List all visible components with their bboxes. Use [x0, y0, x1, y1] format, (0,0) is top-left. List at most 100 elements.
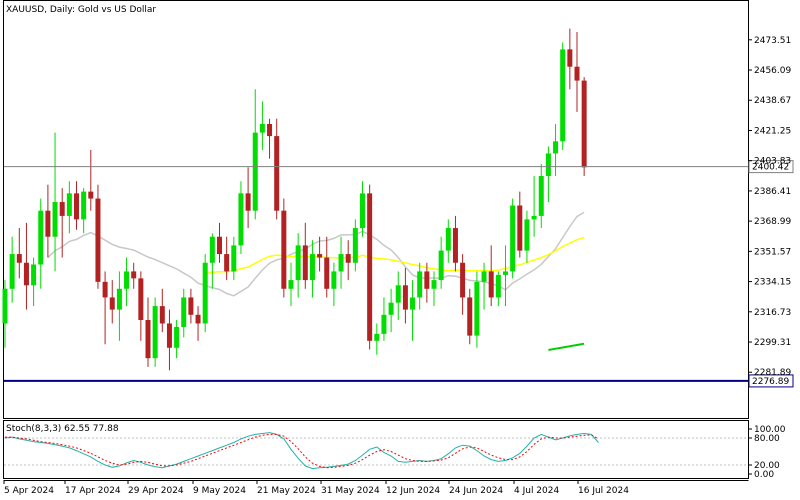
candle-body-34 — [245, 193, 251, 211]
candle-body-21 — [152, 306, 158, 359]
candle-body-3 — [23, 262, 29, 286]
candle-34 — [245, 167, 251, 229]
candle-body-63 — [452, 228, 458, 263]
candle-13 — [95, 184, 101, 289]
support-box — [748, 374, 794, 388]
price-tick-label-1: 2456.09 — [754, 66, 791, 76]
candle-body-45 — [324, 257, 330, 289]
candle-52 — [374, 323, 380, 355]
price-tick-label-0: 2473.51 — [754, 36, 791, 46]
candle-body-55 — [395, 285, 401, 303]
stoch-main-line — [4, 432, 599, 470]
candle-18 — [131, 262, 137, 289]
candle-body-60 — [431, 280, 437, 289]
candle-body-8 — [59, 202, 65, 216]
candle-28 — [202, 254, 208, 333]
candle-48 — [345, 240, 351, 281]
candle-body-73 — [524, 219, 530, 251]
sma-slow-line — [548, 342, 585, 351]
candle-body-61 — [438, 250, 444, 281]
candle-body-66 — [474, 281, 480, 336]
candle-81 — [581, 77, 587, 177]
horizontal-lines: 2400.42 2276.89 — [4, 160, 794, 388]
candle-body-40 — [288, 280, 294, 289]
candle-12 — [88, 149, 94, 211]
candle-body-68 — [488, 271, 494, 298]
candle-body-67 — [481, 271, 487, 282]
candle-55 — [395, 271, 401, 321]
time-tick-label-1: 17 Apr 2024 — [65, 486, 121, 496]
candle-body-28 — [202, 262, 208, 324]
candle-2 — [16, 228, 22, 279]
candle-body-33 — [238, 193, 244, 246]
candle-21 — [152, 297, 158, 367]
time-tick-label-8: 4 Jul 2024 — [514, 486, 559, 496]
candle-body-72 — [517, 205, 523, 251]
candle-body-59 — [424, 271, 430, 289]
candle-37 — [267, 118, 273, 159]
candle-69 — [495, 271, 501, 307]
candle-4 — [31, 257, 37, 307]
candle-79 — [567, 28, 573, 90]
candle-58 — [417, 262, 423, 310]
candle-78 — [560, 42, 566, 150]
candle-32 — [231, 236, 237, 281]
candle-60 — [431, 271, 437, 307]
candle-body-42 — [302, 245, 308, 281]
price-tick-label-5: 2386.41 — [754, 187, 791, 197]
candle-46 — [331, 262, 337, 307]
candle-65 — [467, 288, 473, 345]
candle-72 — [517, 191, 523, 258]
sma-50-line — [205, 236, 585, 275]
candle-body-7 — [52, 202, 58, 237]
candle-body-58 — [417, 271, 423, 298]
candle-31 — [224, 236, 230, 281]
candle-57 — [410, 280, 416, 341]
candle-75 — [538, 163, 544, 229]
candle-body-15 — [109, 297, 115, 310]
candle-body-19 — [138, 278, 144, 321]
candle-22 — [159, 288, 165, 333]
candle-body-30 — [217, 236, 222, 255]
time-tick-label-5: 31 May 2024 — [321, 486, 380, 496]
candle-42 — [302, 222, 308, 289]
candle-68 — [488, 245, 494, 307]
candle-body-41 — [295, 245, 301, 281]
candle-body-54 — [388, 302, 394, 315]
stochastic-panel[interactable] — [3, 420, 749, 479]
time-tick-label-2: 29 Apr 2024 — [128, 486, 184, 496]
price-tick-label-3: 2421.25 — [754, 126, 791, 136]
candle-body-70 — [503, 271, 508, 275]
candle-53 — [381, 297, 387, 341]
candle-body-47 — [338, 254, 344, 272]
candle-body-44 — [317, 254, 323, 258]
candle-body-62 — [445, 228, 451, 251]
candle-body-48 — [345, 254, 351, 263]
stoch-tick-label-2: 20.00 — [754, 461, 780, 471]
stochastic-lines — [4, 432, 748, 470]
candle-body-57 — [410, 297, 416, 310]
time-axis: 5 Apr 2024 17 Apr 2024 29 Apr 2024 9 May 20… — [3, 480, 629, 496]
candle-3 — [23, 222, 29, 310]
candle-body-25 — [181, 297, 187, 327]
candle-67 — [481, 262, 487, 310]
current-price-box — [748, 160, 794, 174]
candle-24 — [174, 320, 180, 359]
candle-43 — [309, 240, 315, 298]
candle-44 — [317, 236, 323, 272]
candle-40 — [288, 262, 294, 307]
candle-50 — [360, 181, 365, 237]
candle-15 — [109, 280, 115, 324]
candle-body-81 — [581, 80, 587, 168]
candle-body-80 — [574, 66, 580, 81]
candle-body-27 — [195, 314, 201, 324]
candle-body-26 — [188, 297, 194, 315]
price-panel[interactable] — [3, 0, 749, 419]
candle-body-2 — [16, 254, 22, 263]
candle-19 — [138, 271, 144, 341]
candle-80 — [574, 32, 580, 112]
time-tick-label-0: 5 Apr 2024 — [4, 486, 54, 496]
sma-20-line — [47, 211, 585, 297]
